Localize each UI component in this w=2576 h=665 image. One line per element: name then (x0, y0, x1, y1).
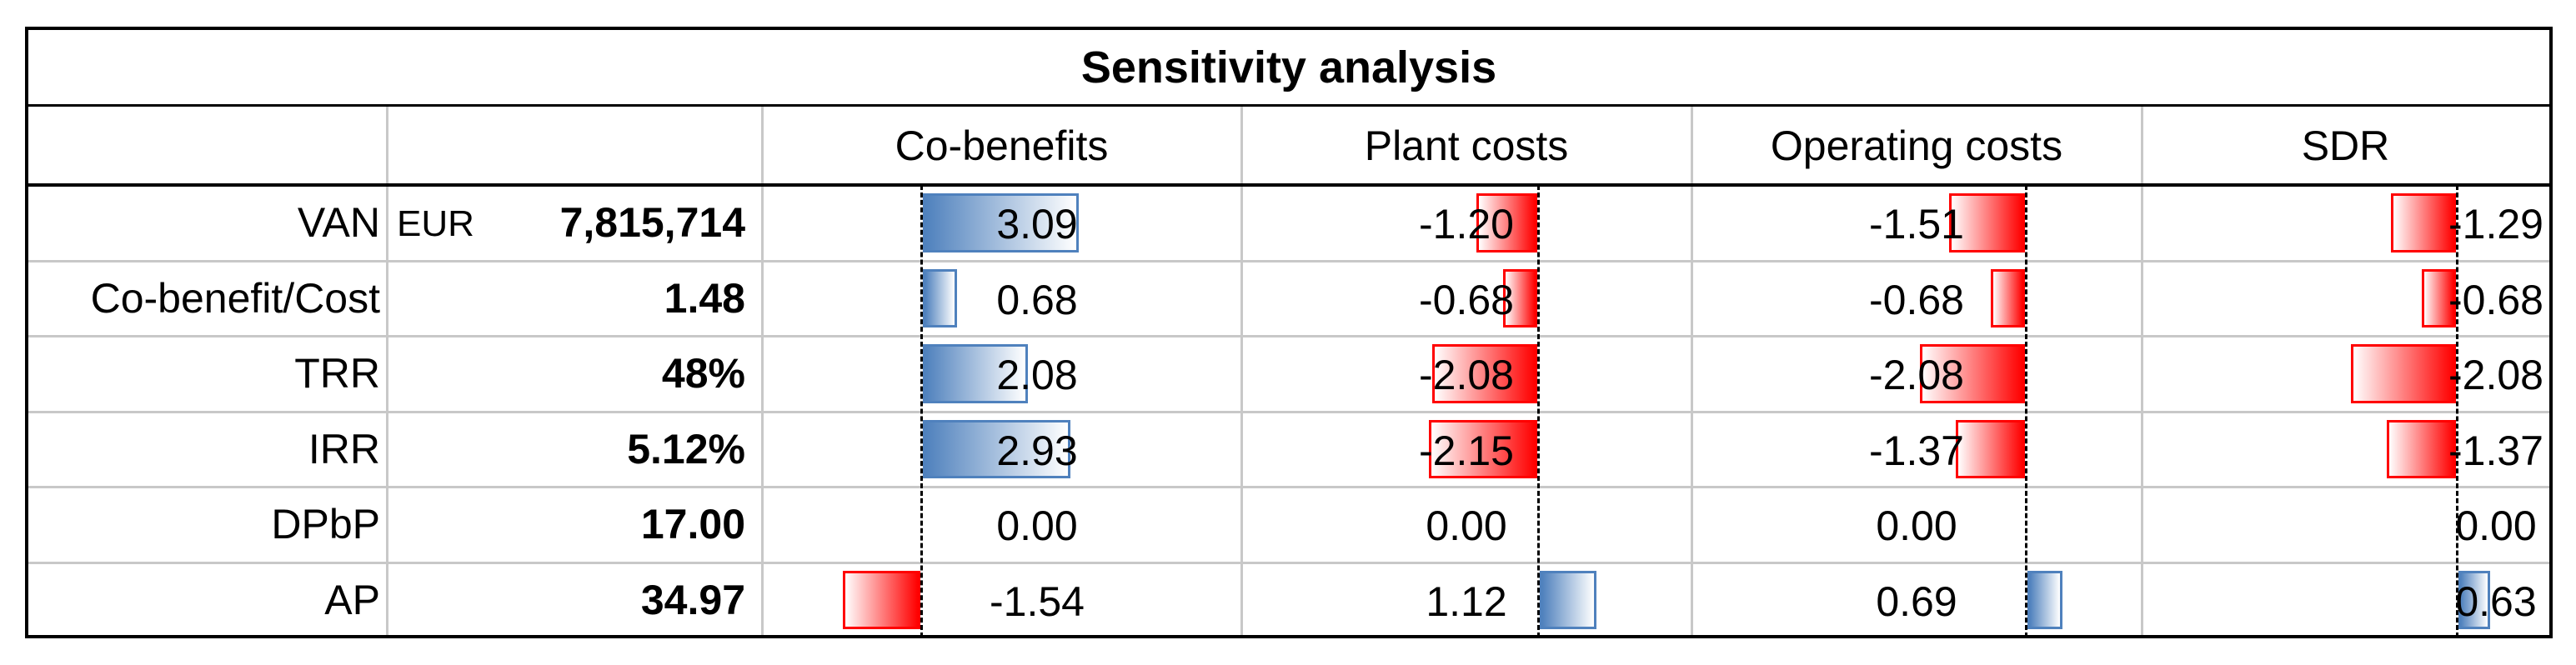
cell-value: -1.54 (990, 578, 1085, 625)
data-bar (1476, 193, 1537, 252)
data-bar (1956, 419, 2025, 478)
data-bar (842, 570, 920, 629)
cell-value: -0.68 (1419, 276, 1514, 323)
column-divider (2141, 107, 2143, 635)
column-header-plant-costs: Plant costs (1364, 122, 1569, 169)
row-value: 48% (661, 350, 745, 398)
row-label: Co-benefit/Cost (90, 274, 380, 322)
row-divider (28, 259, 2549, 262)
data-bar (2351, 344, 2456, 403)
data-bar (1920, 344, 2025, 403)
row-divider (28, 335, 2549, 338)
cell-value: -2.08 (1419, 352, 1514, 398)
zero-axis (2025, 185, 2027, 638)
row-divider (28, 561, 2549, 564)
row-divider (28, 486, 2549, 488)
cell-value: -2.08 (1869, 352, 1964, 398)
sensitivity-table: Sensitivity analysis Co-benefits Plant co… (25, 27, 2553, 638)
row-label: VAN (297, 199, 380, 247)
row-label: TRR (294, 350, 380, 398)
column-header-co-benefits: Co-benefits (895, 122, 1109, 169)
data-bar (1502, 268, 1537, 328)
row-value: 1.48 (664, 274, 745, 322)
data-bar (923, 193, 1079, 252)
column-divider (1691, 107, 1693, 635)
column-header-operating-costs: Operating costs (1770, 122, 2063, 169)
cell-value: -1.20 (1419, 201, 1514, 248)
cell-value: -2.15 (1419, 427, 1514, 474)
data-bar (2387, 419, 2456, 478)
cell-value: -0.68 (1869, 276, 1964, 323)
cell-value: -1.37 (1869, 427, 1964, 474)
column-divider (1240, 107, 1243, 635)
row-label: AP (324, 576, 380, 623)
cell-value: 0.63 (2455, 578, 2537, 625)
row-value: 17.00 (640, 501, 745, 548)
data-bar (923, 268, 958, 328)
data-bar (2458, 570, 2491, 629)
data-bar (2390, 193, 2456, 252)
header-divider (28, 183, 2549, 187)
zero-axis (1537, 185, 1540, 638)
data-bar (1990, 268, 2025, 328)
cell-value: 2.08 (996, 352, 1078, 398)
row-value: 34.97 (640, 576, 745, 623)
cell-value: -1.51 (1869, 201, 1964, 248)
data-bar (1432, 344, 1537, 403)
cell-value: 0.00 (1876, 502, 1957, 549)
data-bar (1948, 193, 2025, 252)
row-value: 5.12% (627, 425, 745, 472)
currency-label: EUR (397, 203, 474, 244)
cell-value: 0.68 (996, 276, 1078, 323)
zero-axis (2456, 185, 2458, 638)
column-divider (386, 107, 388, 635)
data-bar (923, 344, 1028, 403)
data-bar (1540, 570, 1596, 629)
row-label: DPbP (271, 501, 380, 548)
data-bar (923, 419, 1071, 478)
data-bar (2421, 268, 2456, 328)
cell-value: 2.93 (996, 427, 1078, 474)
cell-value: 1.12 (1426, 578, 1507, 625)
row-divider (28, 410, 2549, 413)
cell-value: 0.69 (1876, 578, 1957, 625)
cell-value: 0.00 (996, 502, 1078, 549)
row-value: 7,815,714 (559, 199, 745, 247)
cell-value: 0.00 (2455, 502, 2537, 549)
cell-value: 0.00 (1426, 502, 1507, 549)
cell-value: 3.09 (996, 201, 1078, 248)
row-label: IRR (308, 425, 380, 472)
zero-axis (920, 185, 923, 638)
cell-value: -1.37 (2448, 427, 2543, 474)
table-title: Sensitivity analysis (28, 27, 2549, 107)
cell-value: -2.08 (2448, 352, 2543, 398)
column-header-sdr: SDR (2301, 122, 2390, 169)
column-divider (761, 107, 764, 635)
cell-value: -0.68 (2448, 276, 2543, 323)
data-bar (2027, 570, 2062, 629)
cell-value: -1.29 (2448, 201, 2543, 248)
data-bar (1428, 419, 1537, 478)
